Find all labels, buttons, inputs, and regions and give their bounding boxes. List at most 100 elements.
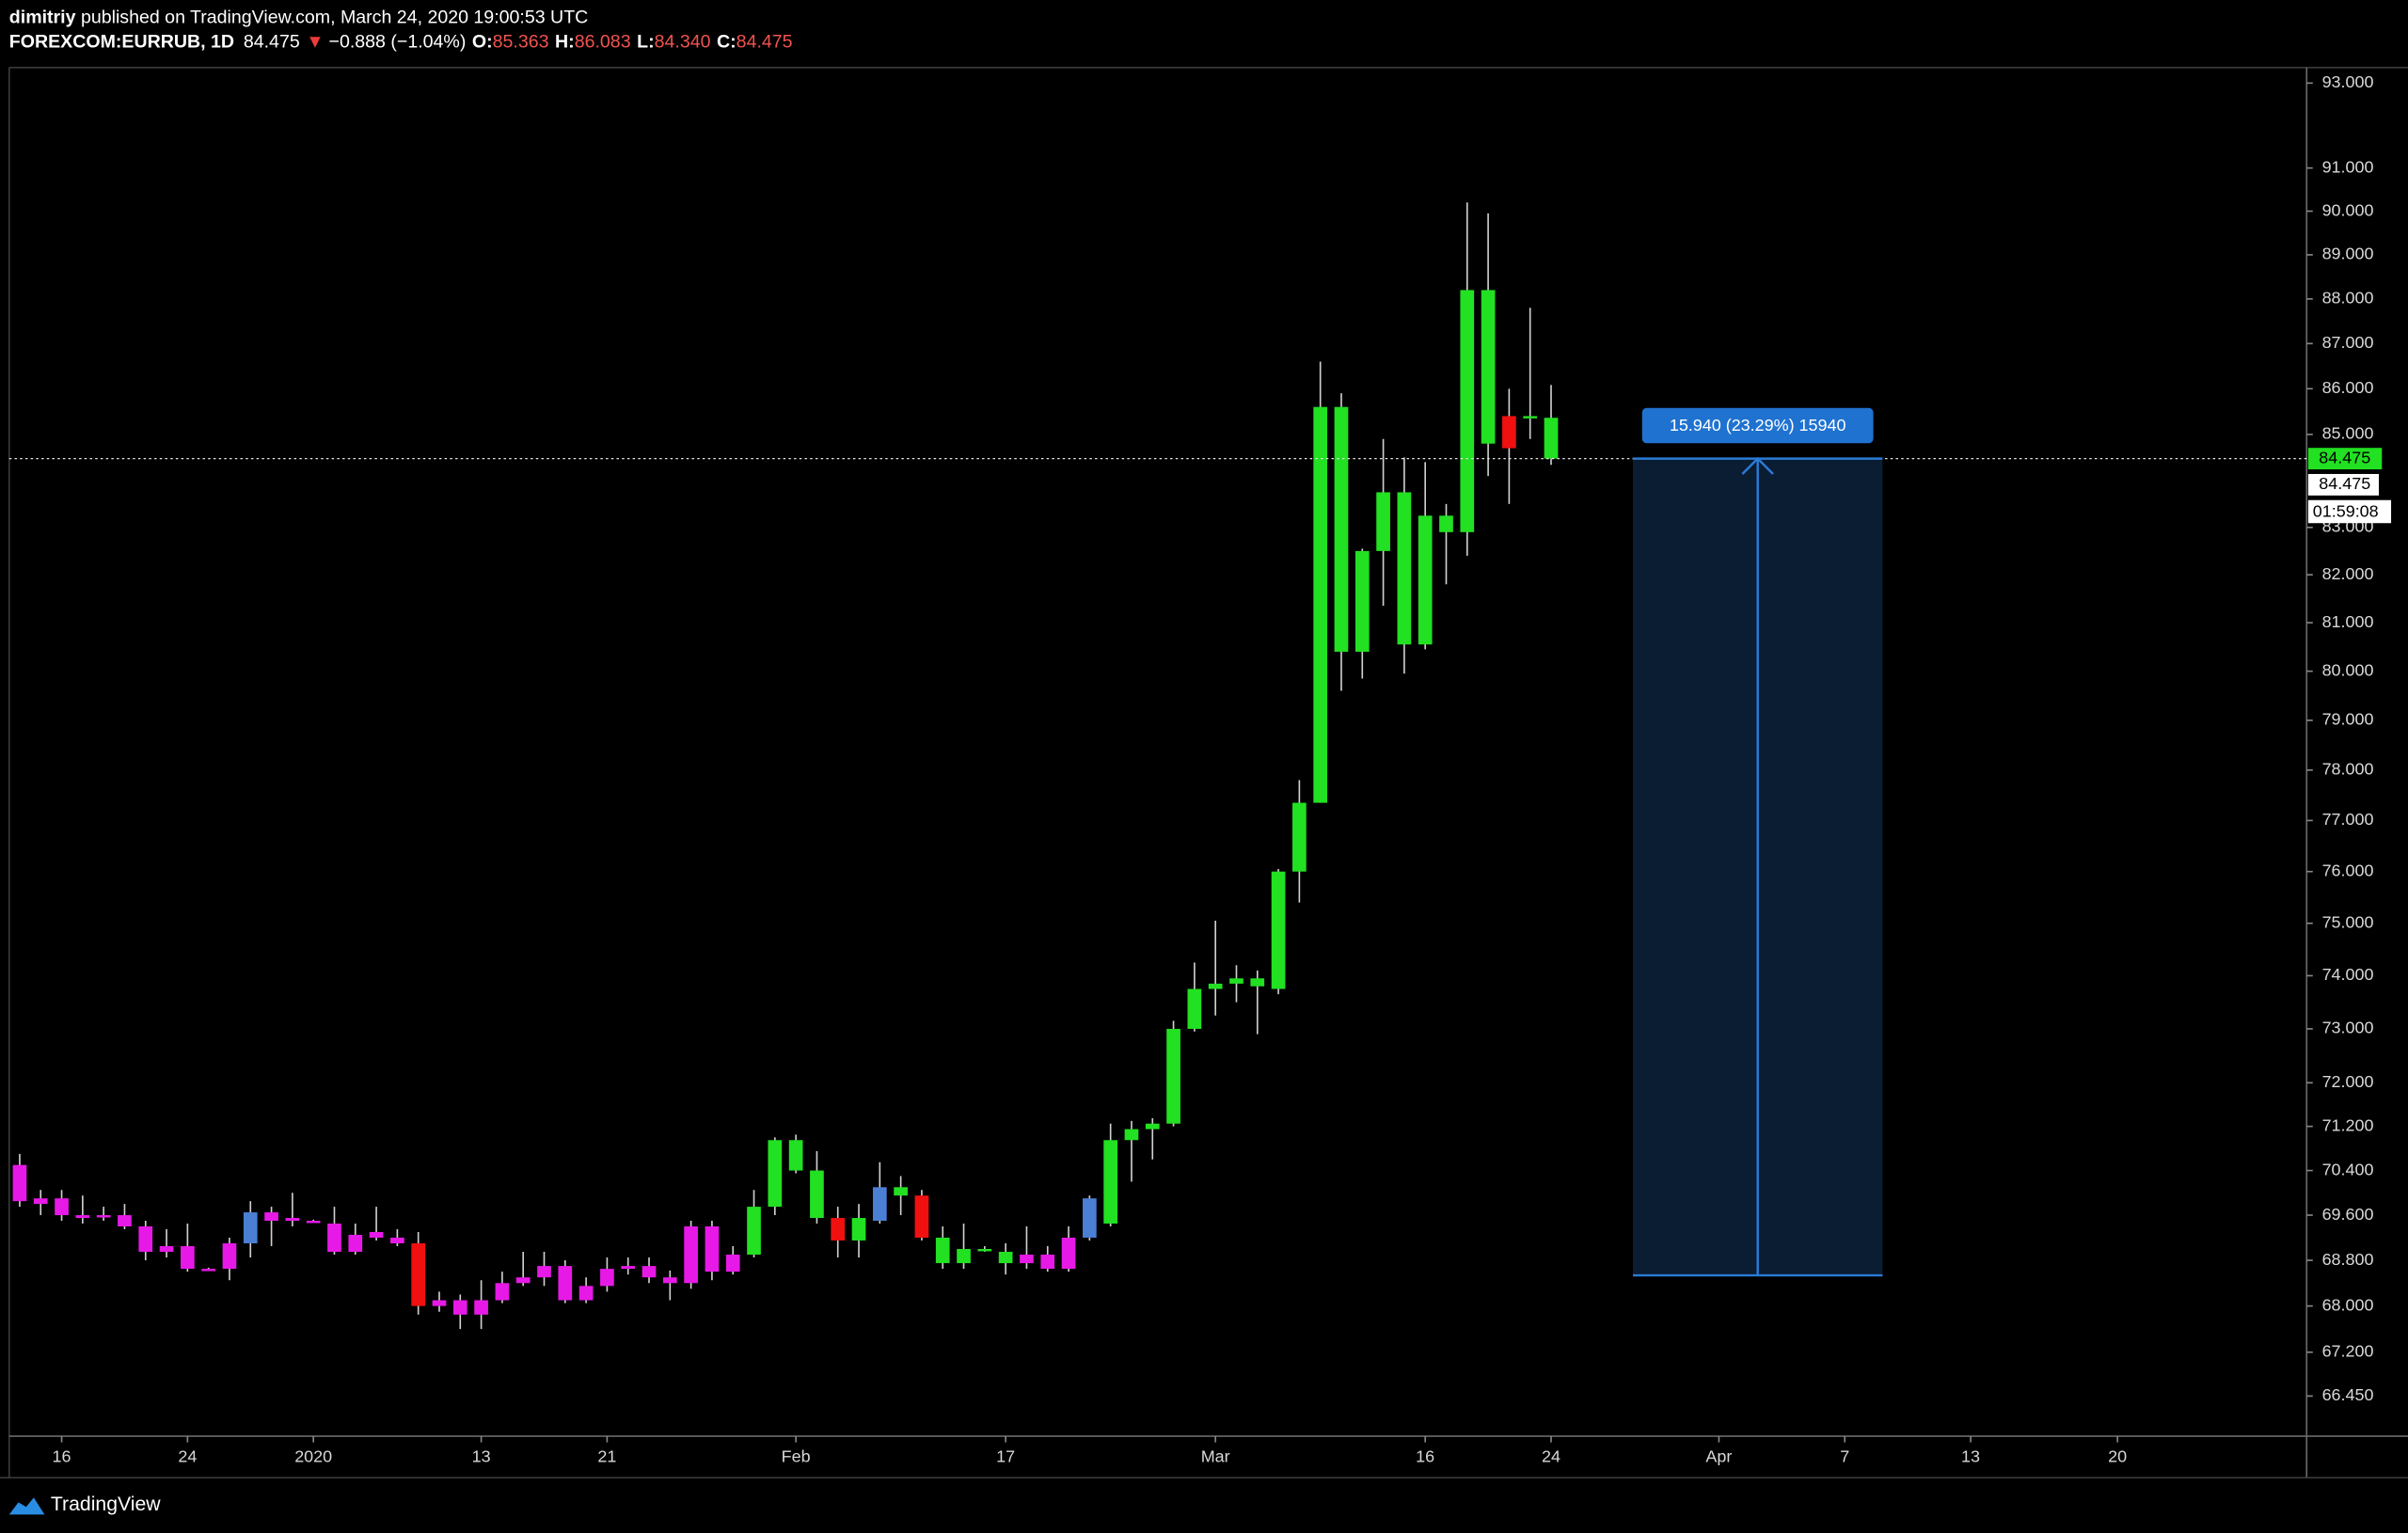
x-tick-label: 24 (178, 1447, 197, 1466)
x-tick-label: 13 (472, 1447, 491, 1466)
candle-body (894, 1187, 908, 1196)
logo (8, 1497, 45, 1515)
candle-body (474, 1300, 488, 1315)
candle-body (33, 1198, 48, 1205)
y-tick-label: 87.000 (2322, 333, 2374, 352)
l-value: 84.340 (655, 32, 711, 53)
candle-body (138, 1225, 153, 1253)
candle-body (642, 1266, 657, 1278)
x-tick-label: 24 (1542, 1447, 1560, 1466)
candle-body (1502, 416, 1516, 449)
measure-arrow-head (1741, 456, 1774, 475)
y-tick-label: 69.600 (2322, 1205, 2374, 1224)
y-tick-label: 78.000 (2322, 760, 2374, 779)
h-value: 86.083 (575, 32, 631, 53)
h-label: H: (555, 32, 575, 53)
candle-body (977, 1248, 992, 1252)
symbol-line: FOREXCOM:EURRUB, 1D 84.475 ▼ −0.888 (−1.04%… (9, 32, 793, 53)
symbol: FOREXCOM:EURRUB, 1D (9, 32, 234, 53)
candle-body (1229, 978, 1244, 984)
candle-body (1397, 492, 1412, 645)
candle-body (12, 1164, 27, 1202)
change: −0.888 (−1.04%) (329, 32, 467, 53)
x-tick-label: Apr (1705, 1447, 1732, 1466)
x-tick-label: 16 (1416, 1447, 1434, 1466)
candle-body (411, 1242, 426, 1306)
x-tick-label: 13 (1961, 1447, 1980, 1466)
candle-body (1460, 290, 1475, 532)
y-tick-label: 70.400 (2322, 1160, 2374, 1178)
candle-body (452, 1300, 467, 1315)
candle-body (1124, 1129, 1139, 1141)
candle-body (1544, 418, 1559, 459)
y-tick-label: 85.000 (2322, 424, 2374, 443)
y-tick-label: 72.000 (2322, 1072, 2374, 1091)
candle-body (285, 1218, 300, 1222)
o-value: 85.363 (493, 32, 549, 53)
countdown-box (2307, 499, 2392, 524)
x-tick-label: 7 (1840, 1447, 1849, 1466)
candle-body (243, 1212, 258, 1243)
candle-body (935, 1237, 950, 1264)
y-tick-label: 74.000 (2322, 965, 2374, 984)
candle-body (515, 1277, 531, 1284)
footer-brand: TradingView (51, 1493, 161, 1515)
y-tick-label: 93.000 (2322, 72, 2374, 91)
candle-body (55, 1198, 69, 1216)
price-box (2307, 473, 2379, 496)
x-tick-label: Feb (782, 1447, 811, 1466)
candle-body (662, 1277, 677, 1284)
y-tick-label: 80.000 (2322, 660, 2374, 679)
candle-body (1040, 1255, 1055, 1270)
candle-body (810, 1170, 824, 1219)
candle-body (1313, 406, 1328, 803)
candle-body (1083, 1198, 1097, 1238)
candle-body (1481, 290, 1496, 444)
candle-body (747, 1207, 761, 1256)
candle-body (914, 1195, 929, 1238)
measure-label-box (1641, 407, 1874, 444)
candle-body (1187, 988, 1202, 1029)
candle-body (1292, 802, 1307, 872)
candle-body (1376, 492, 1390, 551)
last: 84.475 (244, 32, 300, 53)
candle-body (75, 1215, 90, 1219)
candle-body (1354, 550, 1370, 652)
candle-body (432, 1300, 447, 1306)
y-tick-label: 68.000 (2322, 1295, 2374, 1314)
candle-body (181, 1245, 195, 1270)
candle-body (788, 1140, 803, 1171)
author: dimitriy (9, 8, 76, 28)
candle-body (957, 1248, 971, 1264)
candle-body (1166, 1028, 1180, 1124)
l-label: L: (637, 32, 654, 53)
plot-layer: 93.000 91.000 90.000 89.000 88.000 87.000 86.0… (8, 72, 2392, 1466)
candle-body (1208, 983, 1223, 989)
candle-body (600, 1269, 614, 1287)
candle-body (1523, 416, 1538, 419)
y-tick-label: 73.000 (2322, 1019, 2374, 1037)
candle-body (998, 1252, 1013, 1264)
logo-shape (8, 1497, 45, 1515)
x-tick-label: 2020 (294, 1447, 332, 1466)
candle-body (705, 1225, 720, 1272)
y-tick-label: 79.000 (2322, 710, 2374, 729)
candle-body (558, 1266, 573, 1301)
candle-body (222, 1242, 237, 1270)
candle-body (1145, 1123, 1160, 1130)
candle-body (264, 1212, 278, 1222)
candle-body (768, 1140, 783, 1208)
candle-body (578, 1286, 594, 1301)
candle-body (1334, 406, 1349, 652)
candle-body (1020, 1255, 1034, 1264)
x-tick-label: Mar (1201, 1447, 1230, 1466)
candle-body (201, 1269, 216, 1272)
last-price-label: 84.475 (2319, 448, 2370, 466)
y-tick-label: 90.000 (2322, 200, 2374, 219)
y-tick-label: 89.000 (2322, 245, 2374, 263)
candle-body (1103, 1140, 1117, 1225)
y-tick-label: 71.200 (2322, 1115, 2374, 1134)
candle-body (1418, 515, 1433, 645)
